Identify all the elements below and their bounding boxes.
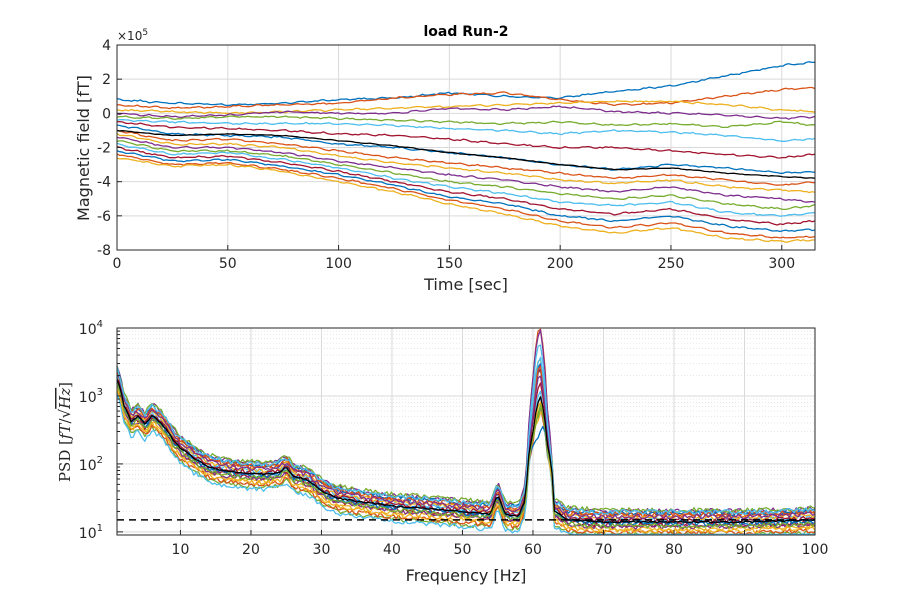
psd-y-tick-label: 104 [79,319,103,338]
time-y-tick-label: 4 [102,38,111,54]
psd-y-ticks: 101 102 103 104 [79,319,123,542]
psd-channel-line [116,390,815,536]
psd-x-ticks: 10 20 30 40 50 60 70 80 90 100 [172,530,829,558]
time-series-line [116,153,816,239]
psd-channel-line [116,356,816,515]
psd-x-tick-label: 10 [172,542,190,558]
psd-y-tick-label: 101 [79,523,103,542]
time-series-line [116,99,816,115]
time-y-tick-label: -8 [97,243,111,259]
time-x-tick-label: 300 [768,256,795,272]
psd-x-tick-label: 90 [736,542,754,558]
psd-channel-line [116,374,816,520]
time-y-tick-label: -6 [97,209,111,225]
time-series-line [116,86,816,110]
time-mean-line [116,129,816,179]
y-exponent-power: 5 [142,28,148,38]
psd-x-tick-label: 80 [665,542,683,558]
time-series-line [116,140,816,211]
time-x-tick-label: 200 [547,256,574,272]
psd-chart: 10 20 30 40 50 60 70 80 90 100 101 102 103 104 Frequ… [56,319,828,585]
psd-traces [116,328,816,536]
time-y-axis-label: Magnetic field [fT] [74,75,93,221]
psd-y-axis-label: PSD [fT/√Hz] [56,382,74,482]
time-y-ticks: -8 -6 -4 -2 0 2 4 [97,38,122,259]
time-series-chart: 0 50 100 150 200 250 300 -8 -6 -4 -2 0 2 4 load Run-… [74,24,816,294]
time-series-line [116,145,816,226]
psd-channel-line [116,365,816,514]
psd-channel-line [116,362,816,517]
psd-x-tick-label: 70 [595,542,613,558]
time-series-line [116,132,816,194]
psd-x-tick-label: 40 [383,542,401,558]
time-series-line [116,118,816,142]
y-exponent-label: ×105 [117,28,148,43]
psd-x-tick-label: 50 [454,542,472,558]
psd-channel-line [116,382,816,529]
time-x-axis-label: Time [sec] [423,275,508,294]
time-series-line [116,136,816,203]
time-x-tick-label: 0 [113,256,122,272]
psd-x-tick-label: 60 [524,542,542,558]
time-y-tick-label: 0 [102,106,111,122]
psd-x-axis-label: Frequency [Hz] [406,566,527,585]
time-x-tick-label: 100 [325,256,352,272]
time-series-line [116,150,816,233]
psd-mean-line [116,378,816,524]
time-series-line [116,115,816,129]
time-y-tick-label: 2 [102,72,111,88]
psd-channel-line [116,344,816,523]
psd-x-tick-label: 30 [313,542,331,558]
time-series-line [116,120,816,159]
time-series-line [116,157,815,243]
psd-y-tick-label: 102 [79,455,103,474]
chart-title: load Run-2 [423,24,508,40]
time-x-tick-label: 50 [219,256,237,272]
psd-x-tick-label: 100 [802,542,829,558]
psd-x-tick-label: 20 [242,542,260,558]
time-x-tick-label: 150 [436,256,463,272]
time-series-line [116,129,816,186]
time-x-ticks: 0 50 100 150 200 250 300 [113,245,795,272]
time-y-tick-label: -4 [97,175,111,191]
time-series-line [116,105,816,120]
psd-y-tick-label: 103 [79,387,103,406]
time-x-tick-label: 250 [658,256,685,272]
time-y-tick-label: -2 [97,141,111,157]
time-series-line [116,124,816,174]
psd-channel-line [116,389,816,534]
time-series-line [116,142,816,217]
psd-channel-line [116,365,816,518]
time-traces [116,61,816,243]
